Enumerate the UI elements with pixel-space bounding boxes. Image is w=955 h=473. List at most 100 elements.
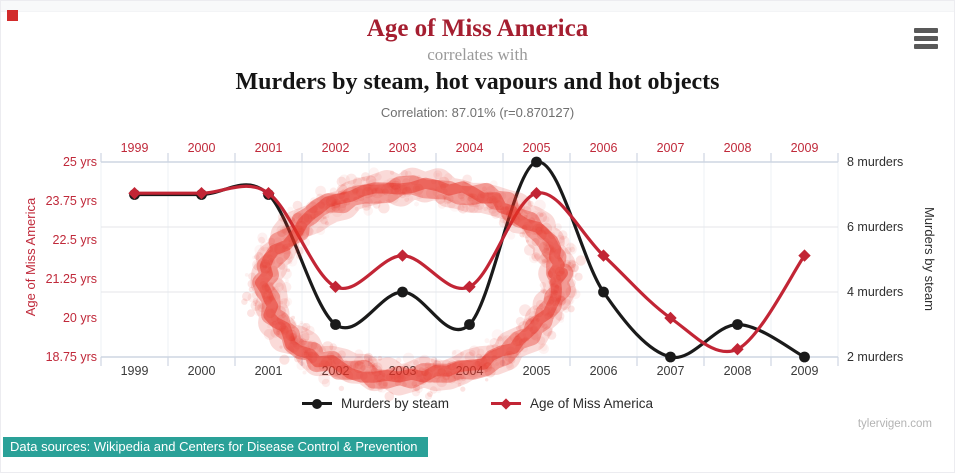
legend-item-murders: Murders by steam (301, 396, 449, 411)
annotation-spray (314, 351, 319, 356)
annotation-spray (546, 265, 551, 270)
annotation-spray (468, 193, 474, 199)
x-axis-top-label: 2009 (791, 141, 819, 155)
annotation-spray (505, 210, 514, 219)
annotation-spray (242, 291, 252, 302)
annotation-spray (525, 318, 532, 325)
annotation-spray (290, 335, 296, 341)
annotation-spray (276, 315, 285, 325)
annotation-spray (491, 344, 499, 352)
annotation-spray (540, 251, 552, 263)
x-axis-bottom-label: 2005 (523, 364, 551, 378)
annotation-spray (409, 174, 420, 185)
annotation-spray (557, 255, 563, 261)
annotation-spray (292, 335, 301, 344)
annotation-spray (366, 175, 377, 187)
annotation-spray (563, 295, 574, 306)
annotation-spray (307, 214, 313, 220)
annotation-spray (468, 345, 480, 357)
annotation-spray (299, 338, 307, 346)
annotation-spray (429, 386, 438, 394)
annotation-spray (559, 298, 571, 311)
annotation-spray (530, 326, 538, 334)
annotation-spray (301, 349, 314, 361)
annotation-spray (377, 355, 383, 361)
annotation-spray (302, 370, 307, 375)
annotation-spray (565, 243, 577, 255)
annotation-spray (478, 362, 487, 370)
annotation-spray (347, 361, 357, 371)
annotation-spray (277, 212, 287, 222)
annotation-spray (446, 371, 453, 378)
annotation-spray (291, 315, 295, 320)
annotation-spray (341, 188, 348, 195)
annotation-spray (480, 358, 485, 363)
annotation-spray (514, 353, 520, 358)
annotation-spray (451, 349, 463, 361)
annotation-spray (252, 255, 256, 260)
annotation-spray (353, 361, 366, 374)
annotation-spray (294, 224, 303, 233)
annotation-spray (530, 227, 538, 236)
data-point-diamond (798, 249, 811, 262)
annotation-spray (309, 205, 318, 214)
annotation-spray (489, 195, 497, 203)
annotation-spray (348, 364, 353, 369)
annotation-spray (311, 217, 315, 221)
x-axis-top-label: 2001 (255, 141, 283, 155)
annotation-spray (389, 177, 402, 190)
annotation-spray (377, 189, 386, 197)
annotation-spray (506, 352, 512, 358)
annotation-spray (305, 364, 312, 371)
annotation-spray (286, 329, 298, 341)
left-axis-tick-label: 20 yrs (63, 311, 97, 325)
annotation-spray (378, 200, 382, 204)
annotation-spray (371, 188, 377, 194)
annotation-spray (252, 259, 263, 271)
annotation-spray (268, 295, 275, 301)
annotation-spray (363, 357, 375, 369)
annotation-spray (283, 250, 293, 261)
annotation-spray (257, 232, 268, 243)
annotation-spray (435, 186, 443, 194)
annotation-spray (486, 357, 495, 366)
annotation-spray (241, 298, 248, 305)
annotation-spray (281, 215, 291, 226)
left-axis-tick-label: 18.75 yrs (46, 350, 97, 364)
left-axis-tick-label: 21.25 yrs (46, 272, 97, 286)
legend-label-murders: Murders by steam (340, 396, 449, 411)
annotation-spray (513, 204, 524, 215)
annotation-spray (340, 189, 346, 195)
annotation-spray (539, 281, 547, 289)
annotation-spray (250, 300, 262, 311)
annotation-spray (293, 210, 302, 219)
annotation-spray (514, 210, 519, 215)
annotation-spray (287, 332, 297, 342)
annotation-spray (397, 374, 406, 384)
annotation-spray (375, 186, 384, 195)
annotation-spray (461, 181, 472, 192)
annotation-spray (365, 175, 376, 186)
annotation-spray (421, 368, 429, 376)
annotation-spray (318, 362, 326, 370)
annotation-spray (529, 253, 539, 264)
hamburger-icon[interactable] (914, 28, 938, 52)
annotation-spray (298, 330, 310, 343)
annotation-spray (552, 303, 556, 307)
right-axis-tick-label: 2 murders (847, 350, 903, 364)
annotation-spray (550, 313, 556, 319)
annotation-spray (329, 203, 336, 210)
annotation-spray (488, 205, 500, 217)
annotation-spray (499, 359, 506, 366)
annotation-spray (457, 383, 462, 387)
annotation-spray (318, 372, 330, 385)
annotation-spray (551, 283, 555, 288)
annotation-spray (524, 244, 536, 256)
annotation-spray (273, 237, 283, 247)
annotation-spray (489, 338, 499, 348)
annotation-spray (301, 339, 313, 351)
x-axis-top-label: 2003 (389, 141, 417, 155)
annotation-spray (271, 251, 279, 258)
annotation-spray (360, 359, 365, 364)
annotation-spray (404, 170, 412, 178)
